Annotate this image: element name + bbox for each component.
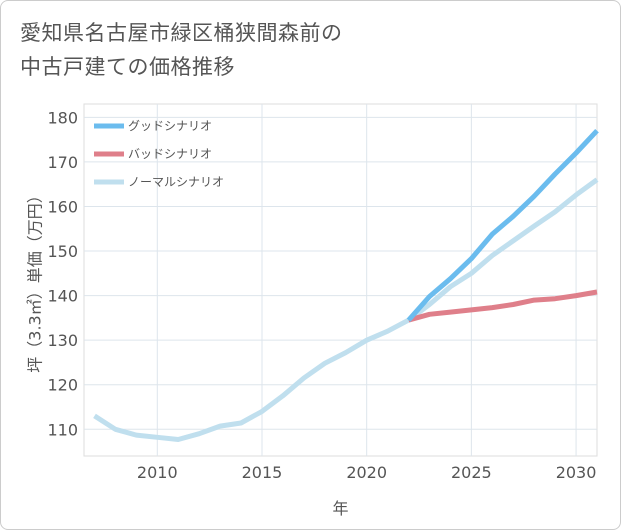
x-tick-label: 2010: [137, 463, 178, 482]
plot-area: [83, 103, 598, 457]
y-tick-label: 130: [47, 331, 78, 350]
x-tick-label: 2020: [346, 463, 387, 482]
y-axis-label: 坪（3.3㎡）単価（万円）: [26, 187, 45, 372]
y-tick-label: 140: [47, 287, 78, 306]
y-tick-label: 170: [47, 153, 78, 172]
chart-title-line1: 愛知県名古屋市緑区桶狭間森前の: [20, 21, 343, 45]
y-tick-label: 160: [47, 197, 78, 216]
chart-title-line2: 中古戸建ての価格推移: [20, 55, 235, 79]
series-line-normal: [93, 177, 599, 442]
legend-label: グッドシナリオ: [128, 119, 212, 133]
gridlines: [84, 104, 597, 456]
y-tick-label: 150: [47, 242, 78, 261]
x-tick-label: 2015: [242, 463, 283, 482]
chart-title: 愛知県名古屋市緑区桶狭間森前の 中古戸建ての価格推移: [20, 16, 343, 84]
y-tick-label: 180: [47, 108, 78, 127]
y-axis-ticks: 110 120 130 140 150 160 170 180: [47, 108, 78, 439]
y-tick-label: 120: [47, 376, 78, 395]
series-lines: [93, 128, 599, 442]
legend-label: ノーマルシナリオ: [128, 175, 224, 189]
legend-label: バッドシナリオ: [128, 147, 212, 161]
x-axis-label: 年: [332, 499, 348, 518]
x-tick-label: 2025: [451, 463, 492, 482]
x-tick-label: 2030: [556, 463, 597, 482]
x-axis-ticks: 2010 2015 2020 2025 2030: [137, 463, 596, 482]
series-line-good: [406, 128, 599, 322]
y-tick-label: 110: [47, 420, 78, 439]
series-line-bad: [407, 289, 598, 323]
